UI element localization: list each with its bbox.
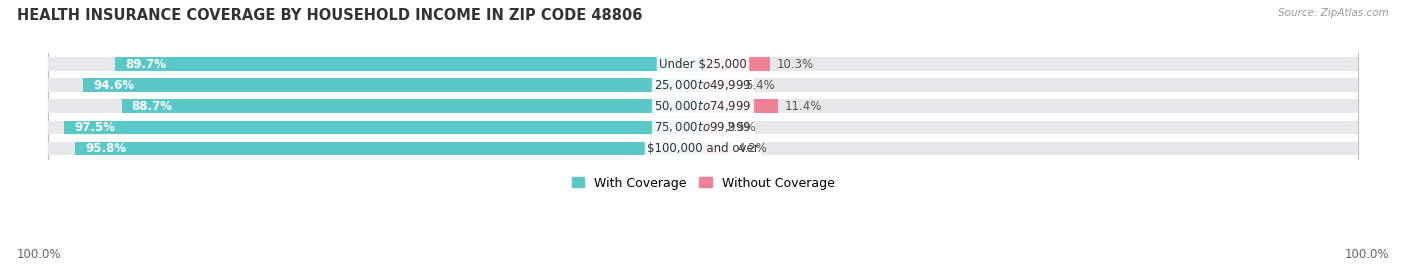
Bar: [76, 141, 703, 155]
Text: 88.7%: 88.7%: [132, 100, 173, 113]
Text: 11.4%: 11.4%: [785, 100, 821, 113]
Text: 10.3%: 10.3%: [778, 58, 814, 71]
Bar: [65, 121, 703, 134]
Text: $50,000 to $74,999: $50,000 to $74,999: [654, 99, 752, 113]
Text: Source: ZipAtlas.com: Source: ZipAtlas.com: [1278, 8, 1389, 18]
Text: HEALTH INSURANCE COVERAGE BY HOUSEHOLD INCOME IN ZIP CODE 48806: HEALTH INSURANCE COVERAGE BY HOUSEHOLD I…: [17, 8, 643, 23]
Bar: [122, 100, 703, 113]
Bar: [115, 57, 703, 71]
Text: 100.0%: 100.0%: [17, 248, 62, 261]
Text: 95.8%: 95.8%: [86, 142, 127, 155]
Bar: [48, 141, 1358, 155]
Text: 100.0%: 100.0%: [1344, 248, 1389, 261]
Text: $25,000 to $49,999: $25,000 to $49,999: [654, 78, 752, 92]
Legend: With Coverage, Without Coverage: With Coverage, Without Coverage: [567, 172, 839, 194]
Bar: [703, 100, 778, 113]
Text: 5.4%: 5.4%: [745, 79, 775, 92]
Bar: [703, 141, 731, 155]
Text: 94.6%: 94.6%: [93, 79, 134, 92]
Bar: [48, 121, 1358, 134]
Text: 89.7%: 89.7%: [125, 58, 166, 71]
Bar: [48, 57, 1358, 71]
Bar: [703, 121, 720, 134]
Text: 4.2%: 4.2%: [737, 142, 766, 155]
Bar: [48, 79, 1358, 92]
Text: $100,000 and over: $100,000 and over: [647, 142, 759, 155]
Bar: [703, 57, 770, 71]
Text: 2.5%: 2.5%: [725, 121, 755, 134]
Text: 97.5%: 97.5%: [75, 121, 115, 134]
Text: $75,000 to $99,999: $75,000 to $99,999: [654, 121, 752, 134]
Bar: [703, 79, 738, 92]
Bar: [83, 79, 703, 92]
Text: Under $25,000: Under $25,000: [659, 58, 747, 71]
Bar: [48, 100, 1358, 113]
